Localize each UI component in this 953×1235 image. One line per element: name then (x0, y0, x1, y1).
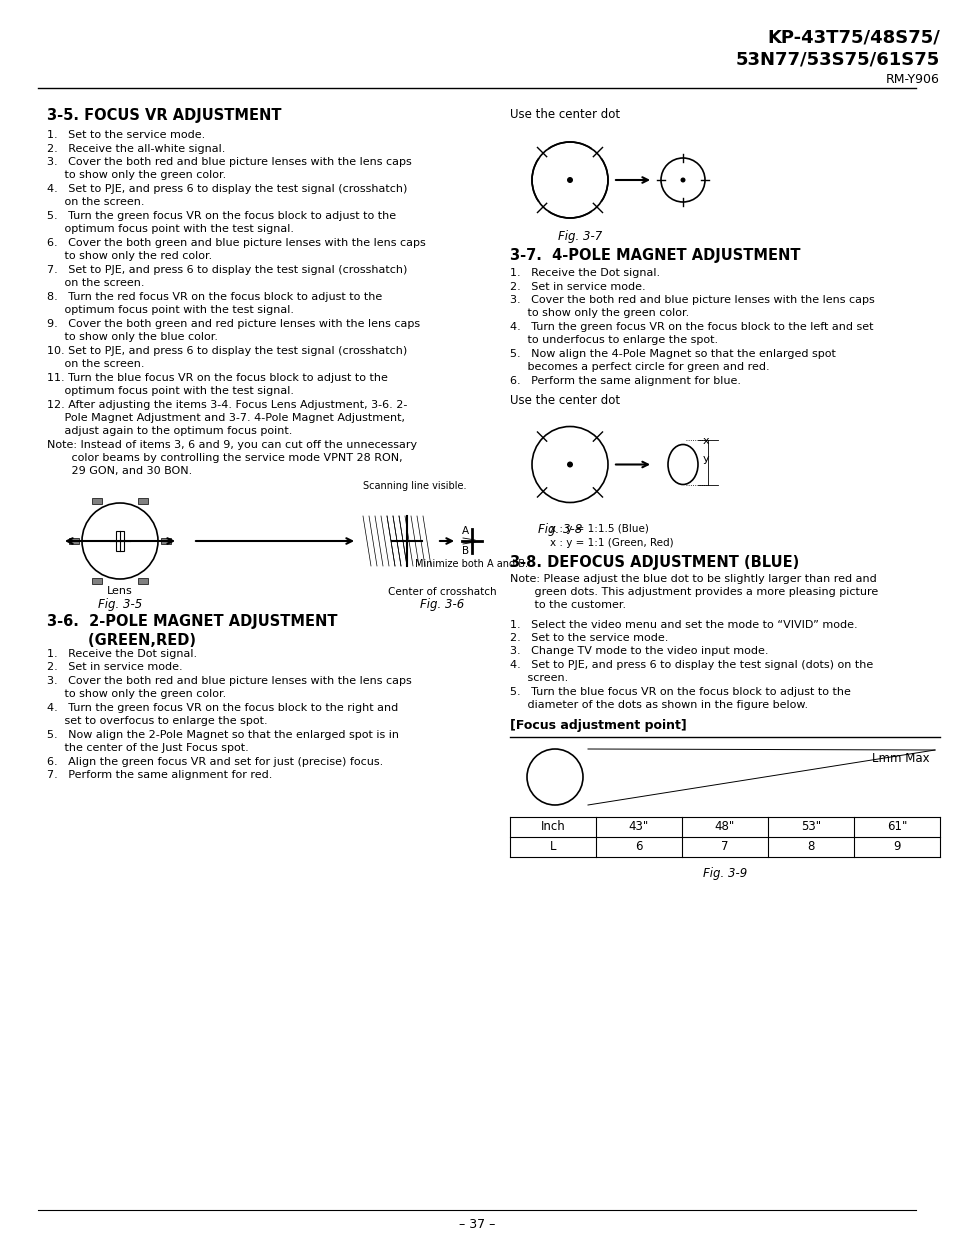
Text: 1.   Set to the service mode.: 1. Set to the service mode. (47, 130, 205, 140)
Bar (161, 538, 171, 543)
Bar (138, 498, 148, 504)
Text: 6.   Perform the same alignment for blue.: 6. Perform the same alignment for blue. (510, 375, 740, 387)
Text: 2.   Set to the service mode.: 2. Set to the service mode. (510, 634, 668, 643)
Text: 5.   Now align the 4-Pole Magnet so that the enlarged spot
     becomes a perfec: 5. Now align the 4-Pole Magnet so that t… (510, 350, 835, 372)
Text: 3-5. FOCUS VR ADJUSTMENT: 3-5. FOCUS VR ADJUSTMENT (47, 107, 281, 124)
Text: 9.   Cover the both green and red picture lenses with the lens caps
     to show: 9. Cover the both green and red picture … (47, 319, 419, 342)
Text: Lmm Max: Lmm Max (871, 752, 929, 764)
Text: 48": 48" (714, 820, 735, 834)
Text: 3.   Cover the both red and blue picture lenses with the lens caps
     to show : 3. Cover the both red and blue picture l… (47, 676, 412, 699)
Text: Fig. 3-8: Fig. 3-8 (537, 522, 581, 536)
Text: x : y = 1:1 (Green, Red): x : y = 1:1 (Green, Red) (550, 537, 673, 547)
Text: L: L (549, 841, 556, 853)
Text: RM-Y906: RM-Y906 (885, 73, 939, 86)
Text: 11. Turn the blue focus VR on the focus block to adjust to the
     optimum focu: 11. Turn the blue focus VR on the focus … (47, 373, 388, 395)
Text: 9: 9 (892, 841, 900, 853)
Text: x: x (702, 436, 709, 447)
Text: – 37 –: – 37 – (458, 1218, 495, 1231)
Text: Scanning line visible.: Scanning line visible. (363, 480, 467, 492)
Text: 7.   Perform the same alignment for red.: 7. Perform the same alignment for red. (47, 771, 273, 781)
Text: [Focus adjustment point]: [Focus adjustment point] (510, 719, 686, 732)
Text: Fig. 3-5: Fig. 3-5 (98, 598, 142, 611)
Text: KP-43T75/48S75/
53N77/53S75/61S75: KP-43T75/48S75/ 53N77/53S75/61S75 (735, 28, 939, 68)
Text: 5.   Now align the 2-Pole Magnet so that the enlarged spot is in
     the center: 5. Now align the 2-Pole Magnet so that t… (47, 730, 398, 753)
Text: 2.   Receive the all-white signal.: 2. Receive the all-white signal. (47, 143, 225, 153)
Circle shape (679, 178, 685, 183)
Text: Lens: Lens (107, 585, 132, 597)
Text: 6: 6 (635, 841, 642, 853)
Bar (69, 538, 79, 543)
Text: y: y (702, 454, 709, 464)
Text: Inch: Inch (540, 820, 565, 834)
Bar (91, 498, 102, 504)
Text: 1.   Receive the Dot signal.: 1. Receive the Dot signal. (510, 268, 659, 278)
Text: 3.   Cover the both red and blue picture lenses with the lens caps
     to show : 3. Cover the both red and blue picture l… (510, 295, 874, 317)
Text: 6.   Align the green focus VR and set for just (precise) focus.: 6. Align the green focus VR and set for … (47, 757, 383, 767)
Text: 61": 61" (886, 820, 906, 834)
Text: 12. After adjusting the items 3-4. Focus Lens Adjustment, 3-6. 2-
     Pole Magn: 12. After adjusting the items 3-4. Focus… (47, 400, 407, 436)
Circle shape (566, 177, 573, 183)
Text: Minimize both A and B.: Minimize both A and B. (416, 559, 528, 569)
Bar (91, 578, 102, 584)
Text: 8: 8 (806, 841, 814, 853)
Text: 2.   Set in service mode.: 2. Set in service mode. (510, 282, 645, 291)
Text: 2.   Set in service mode.: 2. Set in service mode. (47, 662, 182, 673)
Text: Center of crosshatch: Center of crosshatch (387, 587, 496, 597)
Text: B: B (461, 546, 469, 556)
Text: 10. Set to PJE, and press 6 to display the test signal (crosshatch)
     on the : 10. Set to PJE, and press 6 to display t… (47, 346, 407, 369)
Text: 1.   Select the video menu and set the mode to “VIVID” mode.: 1. Select the video menu and set the mod… (510, 620, 857, 630)
Text: 7.   Set to PJE, and press 6 to display the test signal (crosshatch)
     on the: 7. Set to PJE, and press 6 to display th… (47, 266, 407, 288)
Text: 6.   Cover the both green and blue picture lenses with the lens caps
     to sho: 6. Cover the both green and blue picture… (47, 238, 425, 261)
Text: 4.   Set to PJE, and press 6 to display the test signal (dots) on the
     scree: 4. Set to PJE, and press 6 to display th… (510, 659, 872, 683)
Text: 3-7.  4-POLE MAGNET ADJUSTMENT: 3-7. 4-POLE MAGNET ADJUSTMENT (510, 248, 800, 263)
Text: 3.   Change TV mode to the video input mode.: 3. Change TV mode to the video input mod… (510, 646, 768, 657)
Text: Note: Instead of items 3, 6 and 9, you can cut off the unnecessary
       color : Note: Instead of items 3, 6 and 9, you c… (47, 441, 416, 477)
Text: 7: 7 (720, 841, 728, 853)
Text: Fig. 3-7: Fig. 3-7 (558, 230, 601, 243)
Text: Use the center dot: Use the center dot (510, 394, 619, 408)
Text: 4.   Turn the green focus VR on the focus block to the right and
     set to ove: 4. Turn the green focus VR on the focus … (47, 703, 397, 726)
Text: 8.   Turn the red focus VR on the focus block to adjust to the
     optimum focu: 8. Turn the red focus VR on the focus bl… (47, 291, 382, 315)
Text: 5.   Turn the blue focus VR on the focus block to adjust to the
     diameter of: 5. Turn the blue focus VR on the focus b… (510, 687, 850, 710)
Text: 4.   Turn the green focus VR on the focus block to the left and set
     to unde: 4. Turn the green focus VR on the focus … (510, 322, 873, 345)
Text: Note: Please adjust the blue dot to be slightly larger than red and
       green: Note: Please adjust the blue dot to be s… (510, 574, 878, 610)
Circle shape (566, 462, 573, 468)
Text: Fig. 3-6: Fig. 3-6 (419, 598, 464, 611)
Text: 3-6.  2-POLE MAGNET ADJUSTMENT
        (GREEN,RED): 3-6. 2-POLE MAGNET ADJUSTMENT (GREEN,RED… (47, 614, 337, 647)
Text: x : y = 1:1.5 (Blue): x : y = 1:1.5 (Blue) (550, 525, 648, 535)
Text: A: A (461, 526, 469, 536)
Text: Use the center dot: Use the center dot (510, 107, 619, 121)
Text: 1.   Receive the Dot signal.: 1. Receive the Dot signal. (47, 650, 197, 659)
Text: 3.   Cover the both red and blue picture lenses with the lens caps
     to show : 3. Cover the both red and blue picture l… (47, 157, 412, 180)
Bar (138, 578, 148, 584)
Text: 43": 43" (628, 820, 648, 834)
Text: 53": 53" (801, 820, 821, 834)
Text: 3-8. DEFOCUS ADJUSTMENT (BLUE): 3-8. DEFOCUS ADJUSTMENT (BLUE) (510, 555, 799, 569)
Bar (116, 531, 124, 551)
Text: 5.   Turn the green focus VR on the focus block to adjust to the
     optimum fo: 5. Turn the green focus VR on the focus … (47, 211, 395, 233)
Text: 4.   Set to PJE, and press 6 to display the test signal (crosshatch)
     on the: 4. Set to PJE, and press 6 to display th… (47, 184, 407, 206)
Text: Fig. 3-9: Fig. 3-9 (702, 867, 746, 881)
